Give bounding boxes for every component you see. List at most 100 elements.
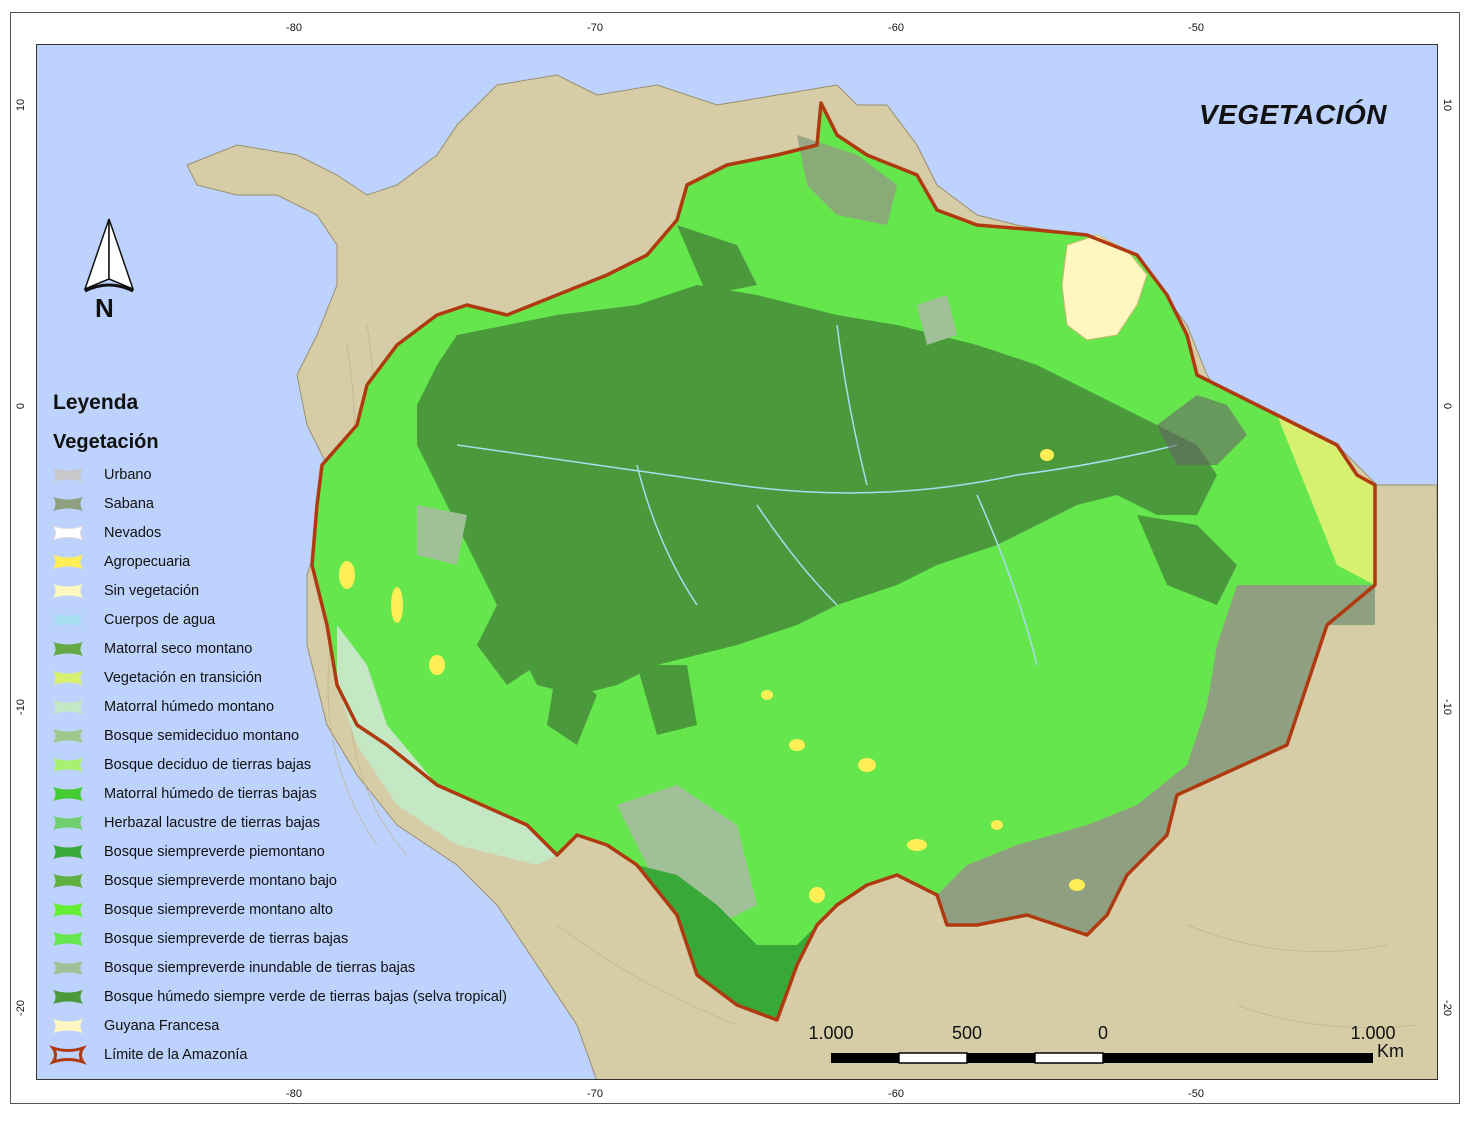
legend-item-label: Matorral húmedo montano bbox=[104, 698, 275, 715]
legend-swatch-icon bbox=[53, 467, 83, 482]
map-drawing bbox=[37, 45, 1437, 1079]
scale-label: 1.000 bbox=[808, 1023, 854, 1043]
map-title: VEGETACIÓN bbox=[1198, 99, 1387, 130]
legend-item-label: Vegetación en transición bbox=[104, 669, 262, 686]
legend-item: Bosque semideciduo montano bbox=[49, 721, 507, 750]
legend-item-label: Matorral húmedo de tierras bajas bbox=[104, 785, 317, 802]
graticule-top-label: -80 bbox=[286, 22, 302, 34]
legend-swatch-icon bbox=[53, 641, 83, 656]
piedmont-forest-zone bbox=[637, 865, 817, 1020]
legend-swatch-icon bbox=[53, 670, 83, 685]
graticule-left-label: 10 bbox=[15, 98, 27, 112]
legend-item: Límite de la Amazonía bbox=[49, 1040, 507, 1069]
flooded-forest-patches bbox=[417, 295, 957, 925]
legend-item-label: Bosque siempreverde inundable de tierras… bbox=[104, 959, 416, 976]
legend-item: Urbano bbox=[49, 460, 507, 489]
legend-item-label: Bosque siempreverde de tierras bajas bbox=[104, 930, 349, 947]
legend-swatch-icon bbox=[53, 1018, 83, 1033]
rivers bbox=[456, 324, 1178, 666]
scale-label: 500 bbox=[951, 1023, 983, 1043]
legend-item-label: Urbano bbox=[104, 466, 152, 483]
legend-item: Nevados bbox=[49, 518, 507, 547]
graticule-right-label: 10 bbox=[1441, 98, 1453, 112]
transition-zone bbox=[1277, 415, 1375, 585]
legend-swatch-icon bbox=[53, 699, 83, 714]
agriculture-patches bbox=[339, 449, 1085, 903]
legend-item-label: Sabana bbox=[104, 495, 154, 512]
legend-item-label: Límite de la Amazonía bbox=[104, 1046, 248, 1063]
graticule-bottom-label: -60 bbox=[888, 1088, 904, 1100]
legend-item-label: Bosque siempreverde montano alto bbox=[104, 901, 333, 918]
legend-swatch-icon bbox=[53, 873, 83, 888]
legend-swatch-icon bbox=[53, 931, 83, 946]
legend-item: Bosque húmedo siempre verde de tierras b… bbox=[49, 982, 507, 1011]
legend-item: Matorral húmedo de tierras bajas bbox=[49, 779, 507, 808]
legend-item: Vegetación en transición bbox=[49, 663, 507, 692]
legend-swatch-icon bbox=[53, 554, 83, 569]
savanna-zone-north bbox=[797, 135, 897, 225]
legend: Leyenda Vegetación Urbano Sabana Nevados Ag… bbox=[49, 391, 507, 1069]
graticule-top-label: -50 bbox=[1188, 22, 1204, 34]
graticule-left-label: 0 bbox=[15, 402, 27, 410]
graticule-top-label: -70 bbox=[587, 22, 603, 34]
graticule-bottom-label: -80 bbox=[286, 1088, 302, 1100]
legend-swatch-icon bbox=[53, 757, 83, 772]
legend-item: Sabana bbox=[49, 489, 507, 518]
legend-swatch-icon bbox=[53, 786, 83, 801]
legend-item: Matorral seco montano bbox=[49, 634, 507, 663]
scale-label: 0 bbox=[1097, 1023, 1109, 1043]
graticule-bottom-label: -70 bbox=[587, 1088, 603, 1100]
montane-scrub-zone bbox=[337, 625, 557, 865]
graticule-left-label: -10 bbox=[15, 699, 27, 715]
legend-item-label: Bosque deciduo de tierras bajas bbox=[104, 756, 312, 773]
graticule-right-label: 0 bbox=[1441, 402, 1453, 410]
legend-item: Agropecuaria bbox=[49, 547, 507, 576]
scale-unit: Km bbox=[1377, 1041, 1404, 1061]
legend-swatch-icon bbox=[53, 612, 83, 627]
river-forest-arms bbox=[477, 225, 1237, 745]
legend-item-label: Bosque siempreverde montano bajo bbox=[104, 872, 337, 889]
legend-swatch-icon bbox=[53, 989, 83, 1004]
legend-item: Bosque siempreverde montano alto bbox=[49, 895, 507, 924]
savanna-zone bbox=[937, 585, 1375, 935]
north-arrow-icon bbox=[83, 218, 135, 293]
legend-item: Bosque siempreverde piemontano bbox=[49, 837, 507, 866]
legend-item: Herbazal lacustre de tierras bajas bbox=[49, 808, 507, 837]
legend-item: Bosque siempreverde inundable de tierras… bbox=[49, 953, 507, 982]
legend-item: Guyana Francesa bbox=[49, 1011, 507, 1040]
boundary-swatch-icon bbox=[49, 1044, 87, 1065]
legend-item-label: Herbazal lacustre de tierras bajas bbox=[104, 814, 320, 831]
legend-item: Sin vegetación bbox=[49, 576, 507, 605]
legend-item-label: Nevados bbox=[104, 524, 162, 541]
legend-swatch-icon bbox=[53, 728, 83, 743]
scale-bar bbox=[831, 1052, 1373, 1064]
legend-item: Bosque deciduo de tierras bajas bbox=[49, 750, 507, 779]
amazon-boundary bbox=[310, 101, 1377, 1022]
french-guiana bbox=[1061, 234, 1148, 341]
legend-item: Cuerpos de agua bbox=[49, 605, 507, 634]
legend-list: Urbano Sabana Nevados Agropecuaria Sin veget… bbox=[49, 460, 507, 1069]
graticule-right-label: -10 bbox=[1441, 699, 1453, 715]
legend-item-label: Bosque húmedo siempre verde de tierras b… bbox=[104, 988, 507, 1005]
legend-swatch-icon bbox=[53, 960, 83, 975]
legend-item: Bosque siempreverde montano bajo bbox=[49, 866, 507, 895]
legend-subheading: Vegetación bbox=[53, 431, 159, 453]
amazon-delta bbox=[1157, 395, 1247, 465]
graticule-top-label: -60 bbox=[888, 22, 904, 34]
legend-item-label: Sin vegetación bbox=[104, 582, 200, 599]
map-canvas[interactable]: VEGETACIÓN N Leyenda Vegetación Urbano Sa… bbox=[36, 44, 1438, 1080]
legend-swatch-icon bbox=[53, 583, 83, 598]
legend-item-label: Guyana Francesa bbox=[104, 1017, 220, 1034]
graticule-left-label: -20 bbox=[15, 1000, 27, 1016]
legend-swatch-icon bbox=[53, 815, 83, 830]
graticule-right-label: -20 bbox=[1441, 1000, 1453, 1016]
legend-swatch-icon bbox=[51, 524, 85, 541]
legend-swatch-icon bbox=[53, 902, 83, 917]
legend-item: Bosque siempreverde de tierras bajas bbox=[49, 924, 507, 953]
legend-item-label: Bosque siempreverde piemontano bbox=[104, 843, 325, 860]
legend-swatch-icon bbox=[53, 496, 83, 511]
legend-swatch-icon bbox=[53, 844, 83, 859]
north-label: N bbox=[95, 293, 114, 323]
legend-item-label: Cuerpos de agua bbox=[104, 611, 216, 628]
tropical-forest-zone bbox=[417, 285, 1217, 695]
